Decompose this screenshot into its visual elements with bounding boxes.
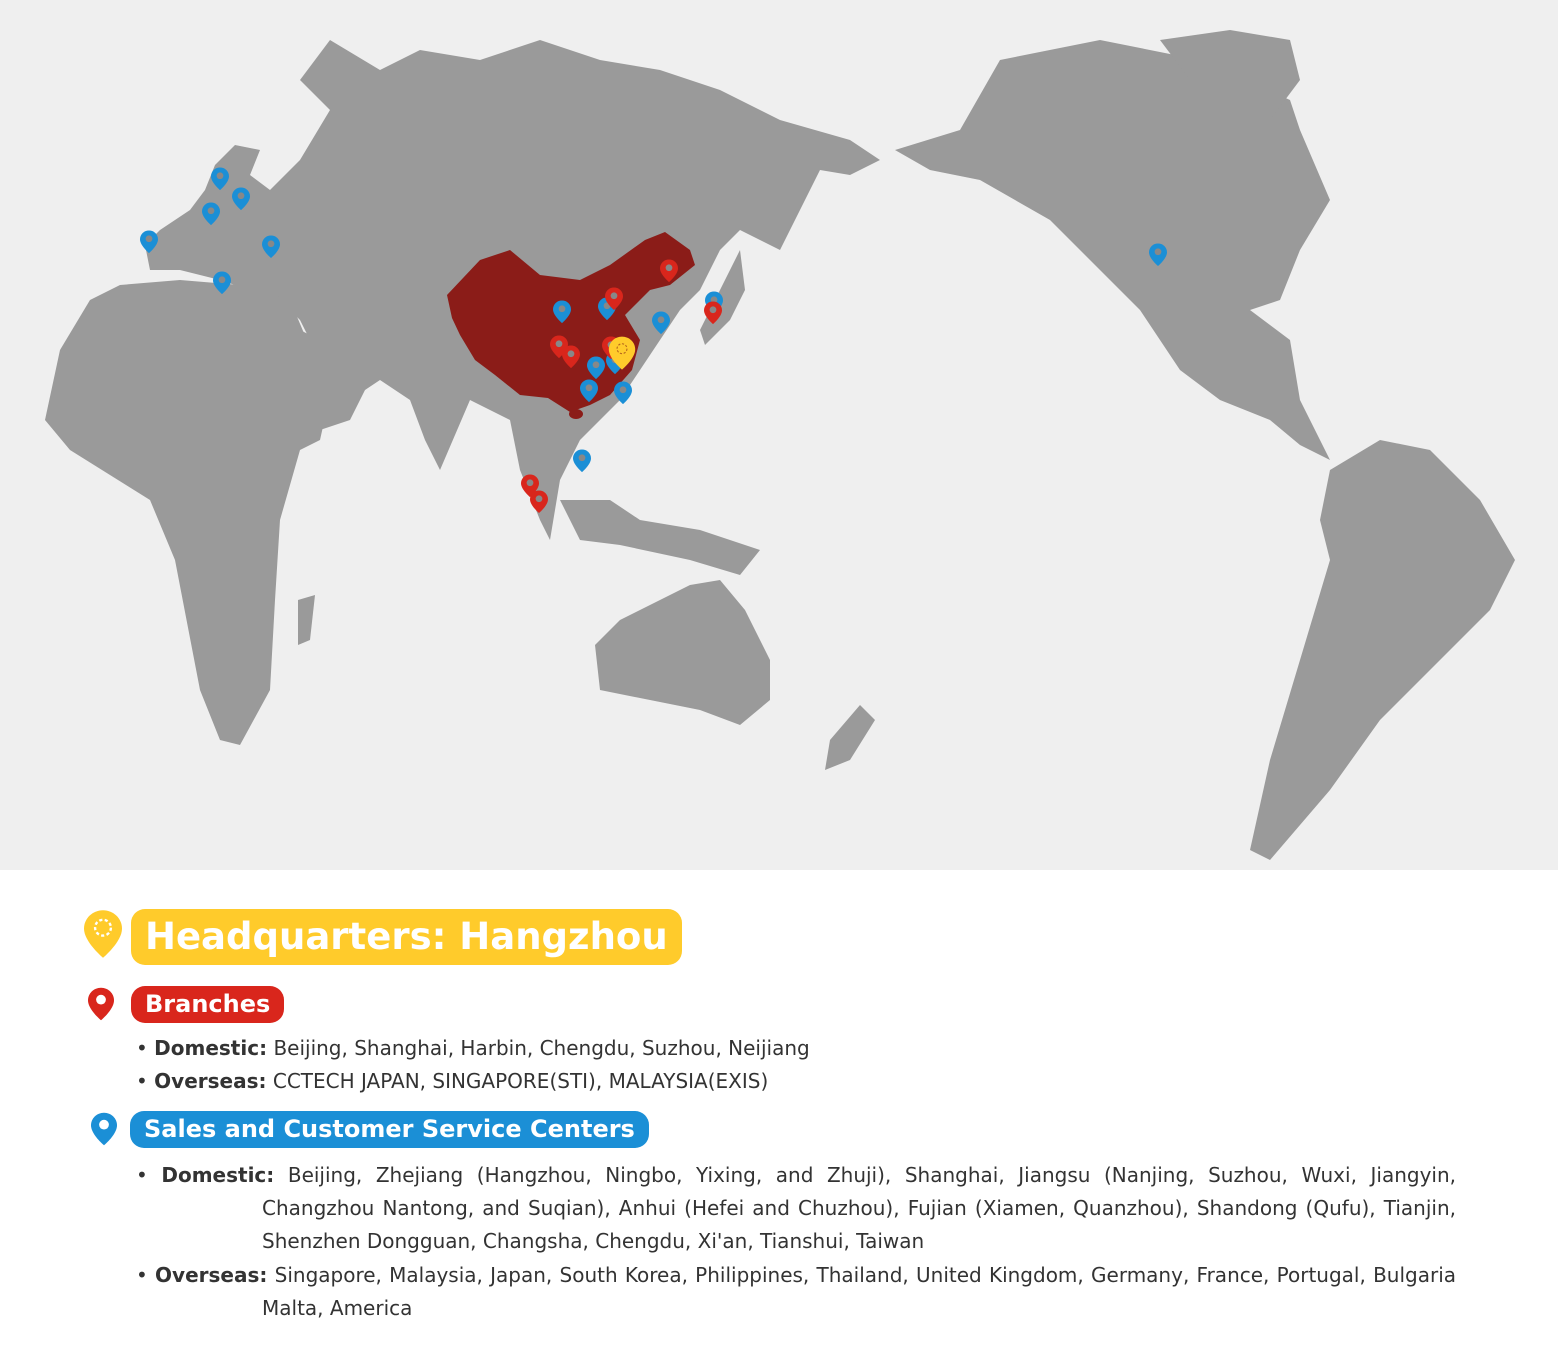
world-map-svg: [45, 30, 1515, 860]
madagascar: [298, 595, 315, 645]
north-america: [895, 40, 1330, 460]
service-center-pin: [614, 381, 632, 404]
service-overseas: • Overseas: Singapore, Malaysia, Japan, …: [136, 1263, 1457, 1320]
service-center-pin: [262, 235, 280, 258]
branch-pin-icon: [88, 987, 114, 1021]
service-center-pin: [652, 311, 670, 334]
arabia: [300, 330, 370, 430]
service-center-pin: [573, 449, 591, 472]
service-center-pin: [580, 379, 598, 402]
hainan: [569, 409, 583, 419]
service-center-pin: [140, 230, 158, 253]
service-center-pin: [232, 187, 250, 210]
service-center-pin: [587, 356, 605, 379]
service-center-pin: [213, 271, 231, 294]
branch-pin: [660, 259, 678, 282]
australia: [595, 580, 770, 725]
star-pin-icon: [84, 910, 122, 958]
branches-domestic: • Domestic: Beijing, Shanghai, Harbin, C…: [136, 1036, 810, 1060]
service-center-pin: [202, 202, 220, 225]
branches-overseas: • Overseas: CCTECH JAPAN, SINGAPORE(STI)…: [136, 1069, 769, 1093]
south-america: [1250, 440, 1515, 860]
service-centers-label: Sales and Customer Service Centers: [130, 1111, 649, 1148]
headquarters-pin: [608, 336, 636, 370]
branches-label: Branches: [131, 986, 285, 1023]
headquarters-label: Headquarters: Hangzhou: [131, 909, 682, 965]
service-domestic: • Domestic: Beijing, Zhejiang (Hangzhou,…: [136, 1163, 1456, 1253]
service-center-pin: [553, 300, 571, 323]
branch-pin: [704, 301, 722, 324]
indonesia: [560, 500, 760, 575]
new-zealand: [825, 705, 875, 770]
greenland: [1160, 30, 1300, 120]
service-center-pin: [1149, 243, 1167, 266]
branch-pin: [521, 474, 539, 497]
service-pin-icon: [91, 1112, 117, 1146]
branch-pin: [562, 345, 580, 368]
china-region: [447, 232, 695, 412]
branch-pin: [530, 490, 548, 513]
branch-pin: [605, 287, 623, 310]
world-map: [0, 0, 1558, 870]
service-center-pin: [211, 167, 229, 190]
africa: [45, 280, 330, 745]
